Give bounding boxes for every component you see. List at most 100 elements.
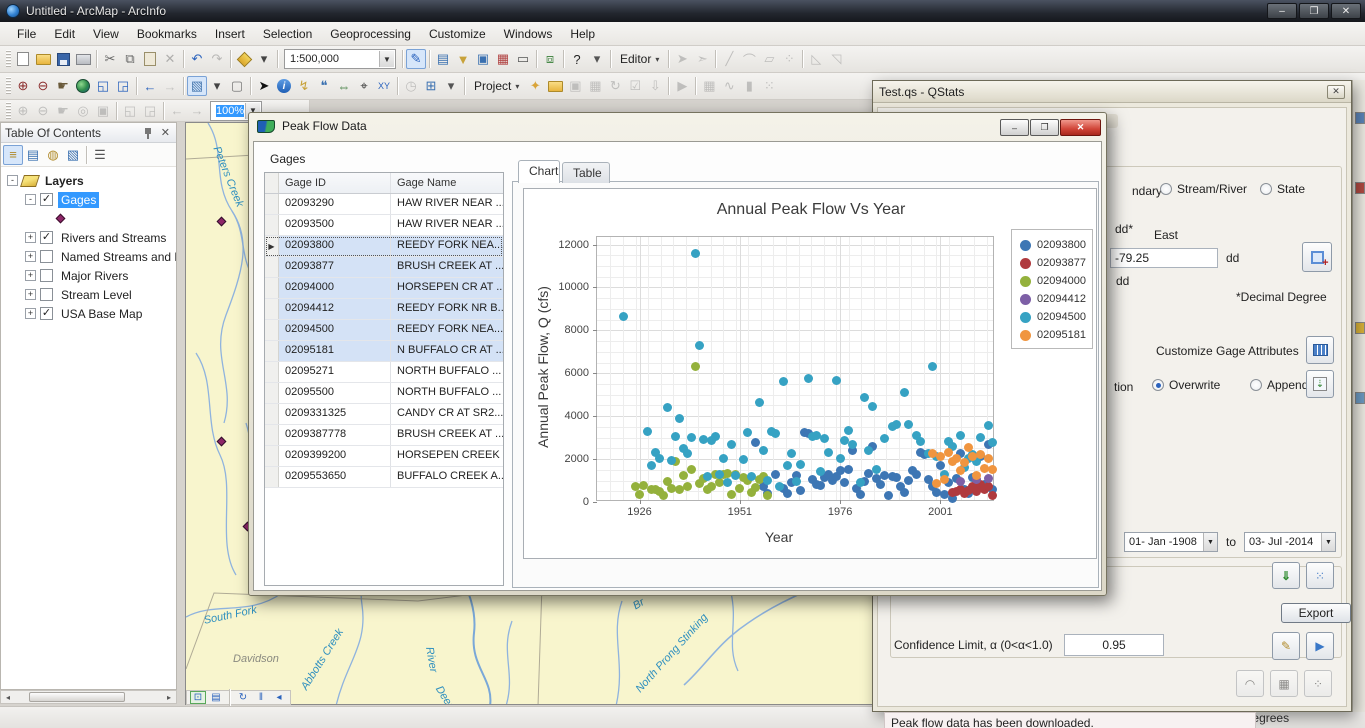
table-view-icon[interactable]: ▦ (699, 76, 719, 96)
remove-table-icon[interactable]: ▦ (585, 76, 605, 96)
pause-drawing-icon[interactable]: ‖ (253, 691, 269, 704)
menu-help[interactable]: Help (561, 24, 604, 44)
east-coordinate-input[interactable]: -79.25 (1110, 248, 1218, 268)
menu-file[interactable]: File (8, 24, 45, 44)
save-project-icon[interactable]: ▣ (565, 76, 585, 96)
modelbuilder-icon[interactable]: ⧈ (540, 49, 560, 69)
download-icon[interactable]: ⇩ (645, 76, 665, 96)
toolbar-overflow-icon[interactable]: ▾ (587, 49, 607, 69)
toc-options-icon[interactable]: ☰ (90, 145, 110, 165)
confidence-limit-input[interactable]: 0.95 (1064, 634, 1164, 656)
maximize-button[interactable]: ❐ (1299, 3, 1329, 19)
list-by-selection-icon[interactable]: ▧ (63, 145, 83, 165)
page-pan-icon[interactable]: ☛ (53, 101, 73, 121)
table-row[interactable]: 0209387778BRUSH CREEK AT ... (265, 425, 503, 446)
dialog-minimize-button[interactable]: – (1000, 119, 1029, 136)
toolbar-grip[interactable] (6, 102, 11, 120)
menu-customize[interactable]: Customize (420, 24, 495, 44)
layer-name[interactable]: Rivers and Streams (58, 230, 169, 246)
add-data-dropdown-icon[interactable]: ▾ (254, 49, 274, 69)
table-row[interactable]: 02094412REEDY FORK NR B... (265, 299, 503, 320)
toc-layer-item[interactable]: + ✓ USA Base Map (1, 304, 176, 323)
toc-layer-item[interactable]: -✓Gages (1, 190, 176, 209)
select-features-icon[interactable]: ▧ (187, 76, 207, 96)
append-radio[interactable]: Append (1250, 378, 1308, 392)
toc-layer-item[interactable]: -Layers (1, 171, 176, 190)
data-view-icon[interactable]: ⊡ (190, 691, 206, 704)
search-window-icon[interactable]: ▣ (473, 49, 493, 69)
gage-name-column-header[interactable]: Gage Name (391, 173, 503, 193)
layout-view-icon[interactable]: ▤ (208, 691, 224, 704)
qstats-close-icon[interactable]: ✕ (1327, 85, 1345, 99)
validate-icon[interactable]: ☑ (625, 76, 645, 96)
edge-tool-icon[interactable] (1355, 392, 1365, 404)
table-row[interactable]: 02093290HAW RIVER NEAR ... (265, 194, 503, 215)
trace-icon[interactable]: ▱ (759, 49, 779, 69)
cut-polygon-icon[interactable]: ◹ (826, 49, 846, 69)
save-icon[interactable] (53, 49, 73, 69)
checked-checkbox-icon[interactable]: ✓ (40, 307, 53, 320)
fixed-zoom-out-icon[interactable]: ◲ (113, 76, 133, 96)
cut-icon[interactable]: ✂ (100, 49, 120, 69)
scroll-left-icon[interactable]: ◂ (271, 691, 287, 704)
point-tool-icon[interactable]: ⁘ (779, 49, 799, 69)
table-row[interactable]: 0209399200HORSEPEN CREEK ... (265, 446, 503, 467)
open-folder-icon[interactable] (33, 49, 53, 69)
edge-tool-icon[interactable] (1355, 322, 1365, 334)
clear-selection-icon[interactable]: ▢ (227, 76, 247, 96)
straight-segment-icon[interactable]: ╱ (719, 49, 739, 69)
results-table-button[interactable]: ▦ (1270, 670, 1298, 697)
unchecked-checkbox-icon[interactable] (40, 288, 53, 301)
state-radio[interactable]: State (1260, 182, 1305, 196)
open-project-icon[interactable] (545, 76, 565, 96)
zoom-whole-page-icon[interactable]: ◎ (73, 101, 93, 121)
menu-edit[interactable]: Edit (45, 24, 84, 44)
map-scale-combo[interactable]: 1:500,000▼ (284, 49, 396, 69)
toc-close-icon[interactable]: ✕ (159, 126, 172, 139)
zoom-100-icon[interactable]: ▣ (93, 101, 113, 121)
layer-name[interactable]: USA Base Map (58, 306, 145, 322)
panel-splitter[interactable] (177, 122, 185, 705)
scrollbar-thumb[interactable] (29, 692, 125, 702)
frequency-curve-button[interactable]: ◠ (1236, 670, 1264, 697)
html-popup-icon[interactable]: ❝ (314, 76, 334, 96)
new-document-icon[interactable] (13, 49, 33, 69)
table-row[interactable]: 0209331325CANDY CR AT SR2... (265, 404, 503, 425)
editor-menu-dropdown[interactable]: Editor▾ (614, 50, 665, 68)
table-row[interactable]: 02095500NORTH BUFFALO ... (265, 383, 503, 404)
plot-data-button[interactable]: ⁙ (1306, 562, 1334, 589)
table-row[interactable]: 02094000HORSEPEN CR AT ... (265, 278, 503, 299)
tools-overflow-icon[interactable]: ▾ (441, 76, 461, 96)
collapse-icon[interactable]: - (7, 175, 18, 186)
delete-icon[interactable]: ✕ (160, 49, 180, 69)
arc-segment-icon[interactable]: ⌒ (739, 49, 759, 69)
fixed-zoom-in-icon[interactable]: ◱ (93, 76, 113, 96)
close-button[interactable]: ✕ (1331, 3, 1361, 19)
layer-name[interactable]: Gages (58, 192, 99, 208)
python-window-icon[interactable]: ▭ (513, 49, 533, 69)
toc-layer-item[interactable]: +Named Streams and F (1, 247, 176, 266)
export-button[interactable]: Export (1281, 603, 1351, 623)
zoom-out-icon[interactable]: ⊖ (33, 76, 53, 96)
layer-name[interactable]: Named Streams and F (58, 249, 176, 265)
toc-layer-item[interactable]: +Major Rivers (1, 266, 176, 285)
viewer-window-icon[interactable]: ⊞ (421, 76, 441, 96)
toolbox-window-icon[interactable]: ▦ (493, 49, 513, 69)
expand-icon[interactable]: + (25, 308, 36, 319)
scroll-left-arrow-icon[interactable]: ◂ (1, 691, 15, 703)
list-by-source-icon[interactable]: ▤ (23, 145, 43, 165)
bar-chart-icon[interactable]: ▮ (739, 76, 759, 96)
edit-report-button[interactable]: ✎ (1272, 632, 1300, 660)
toolbar-grip[interactable] (6, 50, 11, 68)
page-zoom-out-icon[interactable]: ⊖ (33, 101, 53, 121)
dialog-maximize-button[interactable]: ❐ (1030, 119, 1059, 136)
layer-name[interactable]: Major Rivers (58, 268, 131, 284)
checked-checkbox-icon[interactable]: ✓ (40, 193, 53, 206)
time-slider-icon[interactable]: ◷ (401, 76, 421, 96)
expand-icon[interactable]: + (25, 289, 36, 300)
expand-icon[interactable]: + (25, 232, 36, 243)
toc-horizontal-scrollbar[interactable]: ◂ ▸ (0, 690, 177, 704)
toc-layer-item[interactable]: +Stream Level (1, 285, 176, 304)
project-menu-dropdown[interactable]: Project▾ (468, 77, 525, 95)
toc-layer-item[interactable]: +✓Rivers and Streams (1, 228, 176, 247)
